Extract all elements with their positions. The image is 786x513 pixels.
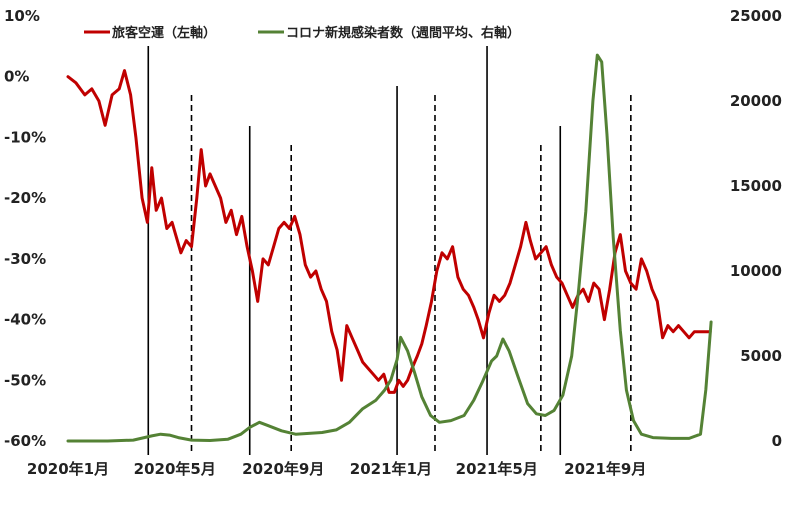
- x-tick-label: 2021年5月: [456, 460, 538, 478]
- y-left-tick-label: -20%: [4, 189, 46, 207]
- y-right-tick-label: 20000: [730, 92, 782, 110]
- y-right-tick-label: 10000: [730, 262, 782, 280]
- y-left-axis: 10% 0% -10% -20% -30% -40% -50% -60%: [4, 7, 46, 450]
- legend-label: コロナ新規感染者数（週間平均、右軸）: [286, 25, 520, 41]
- y-left-tick-label: 10%: [4, 7, 40, 25]
- y-right-tick-label: 15000: [730, 177, 782, 195]
- series-line-covid-cases: [66, 53, 713, 443]
- x-tick-label: 2021年9月: [564, 460, 646, 478]
- x-tick-label: 2020年5月: [134, 460, 216, 478]
- x-tick-label: 2020年1月: [27, 460, 109, 478]
- legend: 旅客空運（左軸） コロナ新規感染者数（週間平均、右軸）: [84, 25, 520, 41]
- y-left-tick-label: -30%: [4, 250, 46, 268]
- x-tick-label: 2021年1月: [350, 460, 432, 478]
- y-right-tick-label: 0: [772, 432, 782, 450]
- y-right-tick-label: 25000: [730, 7, 782, 25]
- x-tick-label: 2020年9月: [242, 460, 324, 478]
- y-left-tick-label: -10%: [4, 128, 46, 146]
- series-lines: [66, 53, 713, 443]
- legend-label: 旅客空運（左軸）: [112, 25, 216, 41]
- y-right-axis: 0 5000 10000 15000 20000 25000: [730, 7, 782, 450]
- y-left-tick-label: -50%: [4, 371, 46, 389]
- y-left-tick-label: -60%: [4, 432, 46, 450]
- x-axis: 2020年1月 2020年5月 2020年9月 2021年1月 2021年5月 2021年…: [27, 460, 646, 478]
- y-left-tick-label: 0%: [4, 68, 29, 86]
- y-left-tick-label: -40%: [4, 311, 46, 329]
- y-right-tick-label: 5000: [740, 347, 782, 365]
- series-line-air-passenger: [66, 69, 712, 394]
